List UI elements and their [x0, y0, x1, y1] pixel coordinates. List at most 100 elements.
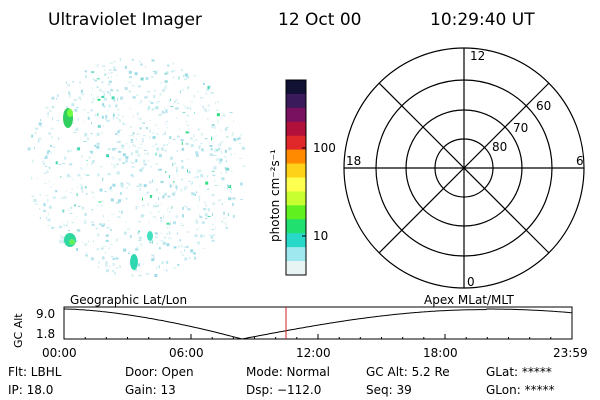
aurora-pixel — [102, 180, 104, 182]
aurora-pixel — [124, 87, 128, 90]
aurora-pixel — [129, 161, 131, 163]
aurora-pixel — [188, 86, 190, 89]
aurora-pixel — [119, 58, 121, 62]
aurora-pixel — [193, 95, 195, 98]
aurora-pixel — [107, 188, 110, 190]
aurora-pixel — [113, 164, 115, 167]
aurora-pixel — [128, 182, 130, 186]
aurora-pixel — [83, 109, 86, 111]
aurora-pixel — [207, 215, 211, 217]
info-ip: IP: 18.0 — [8, 383, 53, 397]
aurora-pixel — [108, 83, 111, 86]
aurora-pixel — [85, 75, 87, 78]
aurora-pixel — [221, 150, 222, 154]
aurora-pixel — [146, 273, 149, 275]
aurora-pixel — [57, 94, 59, 97]
aurora-pixel — [156, 133, 159, 135]
aurora-pixel — [204, 108, 207, 112]
aurora-pixel — [76, 193, 78, 197]
aurora-pixel — [64, 156, 67, 160]
aurora-bright-spot — [147, 231, 153, 241]
aurora-pixel — [181, 165, 185, 169]
orbit-x-tick-3: 18:00 — [423, 346, 458, 360]
aurora-pixel — [180, 139, 184, 142]
aurora-pixel — [209, 145, 213, 147]
aurora-pixel — [142, 122, 145, 125]
aurora-pixel — [197, 91, 200, 93]
aurora-pixel — [218, 163, 222, 165]
aurora-pixel — [121, 147, 125, 149]
aurora-pixel — [62, 239, 66, 243]
aurora-pixel — [152, 216, 156, 218]
aurora-pixel — [93, 195, 95, 198]
aurora-pixel — [186, 75, 190, 79]
aurora-pixel — [113, 196, 115, 198]
aurora-pixel — [94, 113, 97, 117]
aurora-pixel — [66, 105, 68, 108]
aurora-pixel — [212, 234, 216, 236]
aurora-pixel — [161, 147, 164, 151]
aurora-pixel — [128, 70, 132, 74]
aurora-pixel — [107, 173, 111, 176]
aurora-pixel — [61, 221, 63, 223]
aurora-pixel — [171, 70, 173, 73]
aurora-pixel — [193, 75, 197, 77]
aurora-pixel — [217, 120, 219, 124]
aurora-pixel — [158, 211, 161, 213]
aurora-pixel — [47, 150, 51, 153]
aurora-pixel — [113, 61, 116, 63]
aurora-pixel — [207, 208, 210, 212]
aurora-pixel — [87, 241, 89, 243]
aurora-pixel — [115, 257, 119, 260]
aurora-pixel — [211, 229, 215, 231]
aurora-pixel — [115, 75, 118, 76]
aurora-pixel — [132, 133, 134, 137]
aurora-pixel — [225, 159, 227, 163]
aurora-pixel — [156, 266, 158, 270]
aurora-pixel — [102, 124, 104, 127]
aurora-pixel — [154, 236, 158, 238]
aurora-pixel — [137, 103, 141, 105]
colorbar-swatch — [286, 149, 306, 165]
aurora-pixel — [134, 72, 138, 76]
aurora-pixel — [194, 112, 195, 114]
auroral-image — [27, 58, 246, 277]
aurora-pixel — [168, 175, 170, 179]
aurora-pixel — [143, 163, 147, 166]
aurora-pixel — [48, 205, 52, 209]
instrument-title: Ultraviolet Imager — [48, 10, 202, 30]
aurora-pixel — [138, 230, 141, 233]
aurora-pixel — [39, 137, 42, 141]
aurora-pixel — [175, 191, 177, 193]
aurora-pixel — [123, 102, 125, 105]
aurora-pixel — [168, 100, 171, 101]
aurora-pixel — [33, 199, 37, 202]
aurora-pixel — [200, 148, 204, 152]
aurora-pixel — [86, 192, 88, 195]
aurora-pixel — [67, 174, 70, 178]
aurora-pixel — [131, 85, 135, 87]
aurora-pixel — [138, 183, 142, 187]
aurora-pixel — [86, 159, 88, 161]
aurora-pixel — [68, 94, 71, 98]
aurora-pixel — [207, 188, 210, 190]
aurora-pixel — [143, 159, 146, 163]
aurora-pixel — [45, 195, 49, 196]
orbit-axis-label: GC Alt — [12, 313, 25, 348]
aurora-pixel — [122, 115, 124, 118]
aurora-pixel — [169, 157, 171, 160]
aurora-pixel — [114, 167, 117, 169]
aurora-pixel — [80, 167, 83, 171]
aurora-pixel — [112, 116, 114, 120]
aurora-pixel — [181, 225, 184, 226]
aurora-pixel — [102, 91, 106, 93]
aurora-pixel — [167, 207, 169, 209]
aurora-pixel — [186, 121, 188, 123]
aurora-pixel — [182, 104, 184, 106]
aurora-pixel — [50, 151, 52, 154]
orbit-x-tick-0: 00:00 — [42, 346, 77, 360]
aurora-pixel — [214, 185, 218, 186]
aurora-pixel — [129, 76, 132, 78]
aurora-pixel — [116, 267, 119, 269]
aurora-pixel — [196, 228, 198, 231]
